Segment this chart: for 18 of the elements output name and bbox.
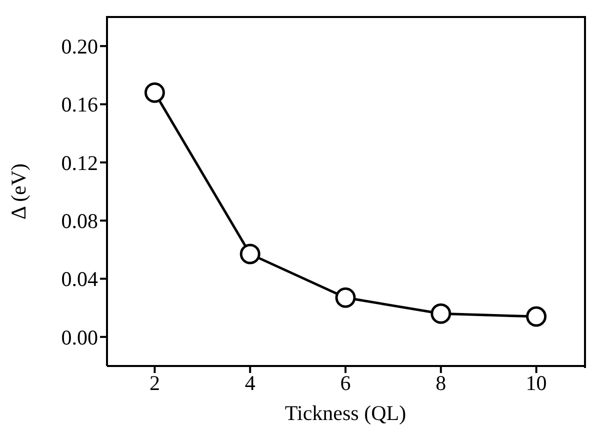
x-tick-label: 2: [149, 370, 160, 395]
y-axis-title: Δ (eV): [6, 163, 30, 220]
y-tick-label: 0.08: [61, 209, 98, 234]
y-tick-label: 0.04: [61, 267, 98, 292]
x-axis-title: Tickness (QL): [284, 401, 406, 425]
x-tick-label: 8: [436, 370, 446, 395]
y-tick-label: 0.20: [61, 34, 98, 59]
y-tick-label: 0.12: [61, 150, 98, 175]
y-tick-label: 0.16: [61, 92, 98, 117]
x-tick-label: 6: [340, 370, 351, 395]
x-tick-label: 10: [526, 370, 547, 395]
y-tick-label: 0.00: [61, 325, 98, 350]
point: [240, 244, 260, 264]
point: [335, 287, 356, 308]
point: [144, 82, 165, 103]
point: [526, 306, 547, 327]
x-tick-label: 4: [244, 370, 256, 395]
point: [430, 303, 452, 324]
